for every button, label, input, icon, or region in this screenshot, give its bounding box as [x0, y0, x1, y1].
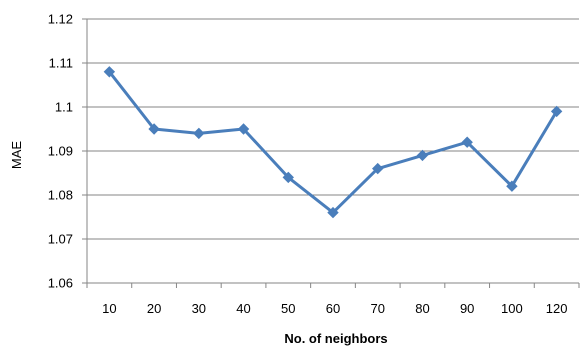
series-line: [108, 70, 558, 215]
x-tick-label: 90: [460, 301, 474, 316]
gridlines: [82, 18, 580, 288]
y-tick-label: 1.08: [48, 188, 73, 203]
x-tick-label: 20: [147, 301, 161, 316]
y-tick-label: 1.09: [48, 144, 73, 159]
y-tick-label: 1.11: [49, 56, 73, 71]
series-layer: [103, 66, 563, 219]
x-tick-label: 40: [236, 301, 250, 316]
x-tick-label: 10: [102, 301, 116, 316]
x-tick-label: 80: [415, 301, 429, 316]
x-axis-label: No. of neighbors: [284, 331, 387, 346]
x-tick-label: 50: [281, 301, 295, 316]
data-point: [372, 162, 384, 175]
y-tick-label: 1.1: [55, 100, 73, 115]
data-point: [103, 66, 116, 78]
data-point: [506, 180, 518, 192]
data-point: [282, 171, 294, 184]
y-tick-label: 1.12: [48, 12, 73, 27]
x-tick-label: 60: [326, 301, 340, 316]
y-tick-label: 1.07: [48, 232, 73, 247]
data-point: [416, 149, 429, 162]
data-point: [193, 127, 205, 140]
data-point: [237, 123, 250, 135]
data-point: [550, 105, 563, 118]
x-tick-label: 120: [546, 301, 568, 316]
y-axis-label: MAE: [9, 141, 24, 170]
x-tick-label: 70: [370, 301, 384, 316]
data-point: [327, 206, 339, 219]
data-point: [148, 123, 160, 135]
y-tick-label: 1.06: [48, 276, 73, 291]
x-tick-label: 30: [192, 301, 206, 316]
x-tick-labels: 10 20 30 40 50 60 70 80 90 100 120: [102, 301, 567, 316]
data-point: [461, 136, 473, 148]
x-tick-label: 100: [501, 301, 523, 316]
y-tick-labels: 1.06 1.07 1.08 1.09 1.1 1.11 1.12: [48, 12, 73, 291]
